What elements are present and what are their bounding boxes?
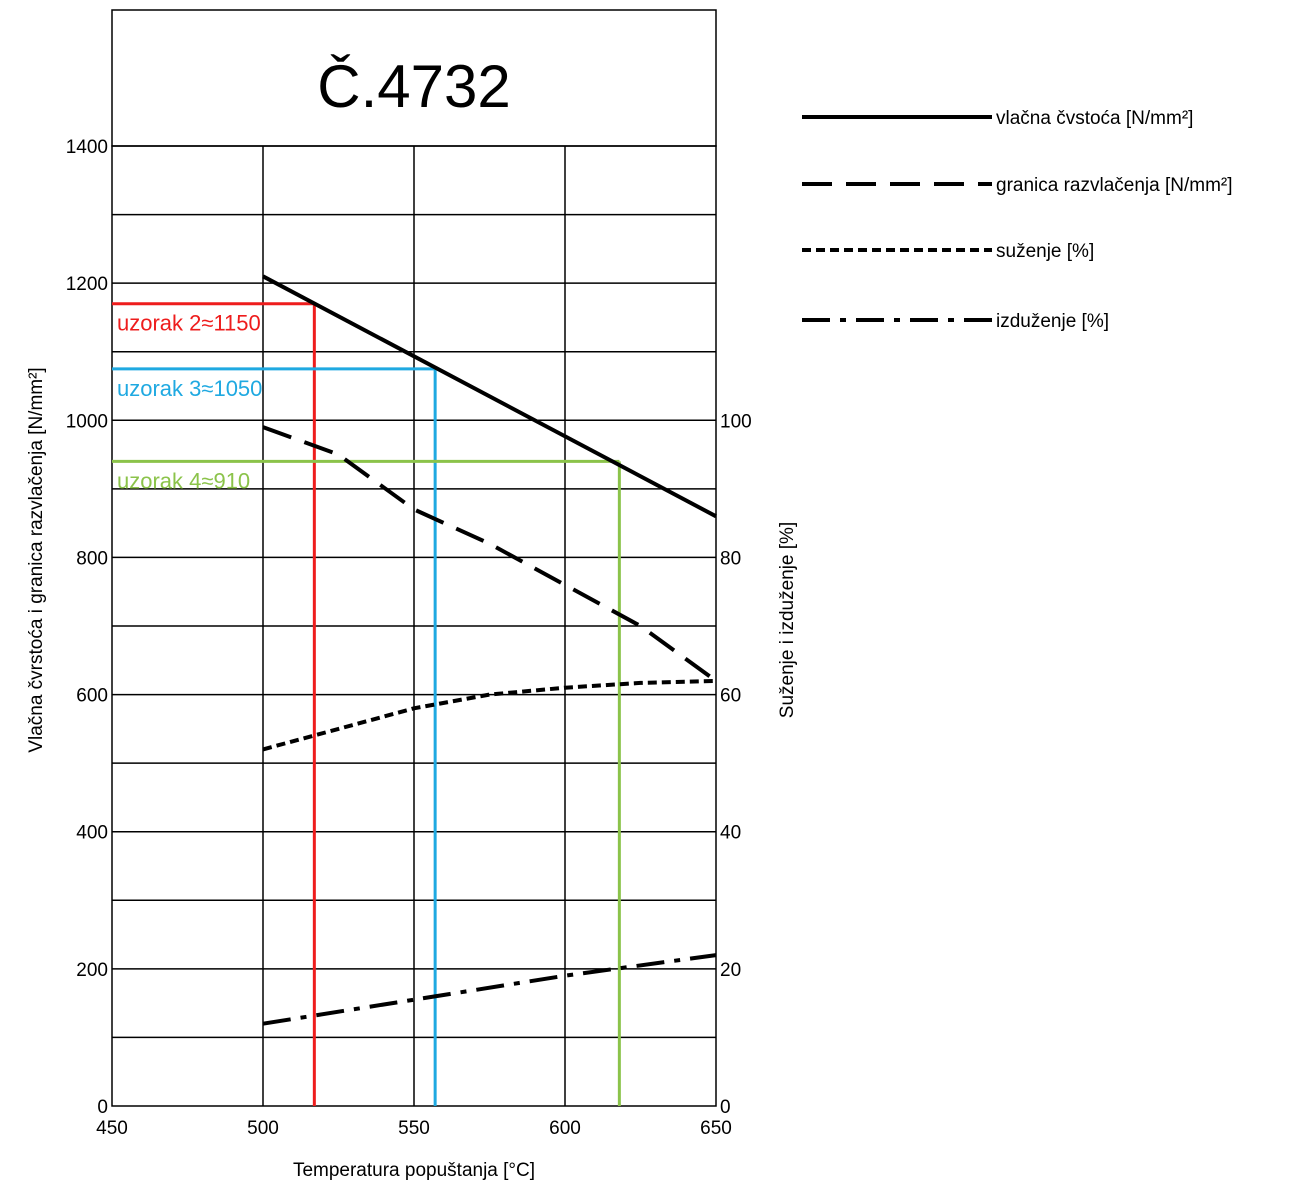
y-tick-label: 800 xyxy=(76,548,108,569)
y2-tick-label: 80 xyxy=(720,548,741,569)
x-tick-label: 550 xyxy=(398,1118,430,1139)
annotation-label: uzorak 3≈1050 xyxy=(117,376,262,401)
series-lines xyxy=(262,274,718,1026)
annotation-label: uzorak 2≈1150 xyxy=(117,311,261,336)
x-tick-label: 650 xyxy=(700,1118,732,1139)
series-line-dashdot xyxy=(262,953,717,1026)
series-line-dotted xyxy=(262,678,717,752)
grid xyxy=(112,146,716,1106)
annotation-label: uzorak 4≈910 xyxy=(117,468,250,493)
y2-axis-label: Suženje i izduženje [%] xyxy=(777,522,798,718)
y-tick-label: 200 xyxy=(76,960,108,981)
series-line-solid xyxy=(262,274,717,519)
y-axis-label: Vlačna čvrstoća i granica razvlačenja [N… xyxy=(26,367,47,752)
y-tick-label: 1400 xyxy=(66,137,108,158)
legend: vlačna čvstoća [N/mm²] granica razvlačenj… xyxy=(802,108,1233,332)
y2-tick-label: 20 xyxy=(720,960,741,981)
legend-label: granica razvlačenja [N/mm²] xyxy=(996,175,1233,196)
y2-tick-labels: 0 20 40 60 80 100 xyxy=(720,411,752,1118)
chart-title: Č.4732 xyxy=(317,53,510,120)
x-tick-label: 500 xyxy=(247,1118,279,1139)
y2-tick-label: 100 xyxy=(720,411,752,432)
y-tick-label: 0 xyxy=(97,1097,108,1118)
y-tick-label: 1000 xyxy=(66,411,108,432)
y-tick-label: 600 xyxy=(76,686,108,707)
y2-tick-label: 0 xyxy=(720,1097,731,1118)
x-axis-label: Temperatura popuštanja [°C] xyxy=(293,1160,535,1181)
sample-annotations: uzorak 2≈1150 uzorak 3≈1050 uzorak 4≈910 xyxy=(112,302,621,1106)
y-tick-labels: 0 200 400 600 800 1000 1200 1400 xyxy=(66,137,108,1118)
y-tick-label: 1200 xyxy=(66,274,108,295)
y2-tick-label: 60 xyxy=(720,686,741,707)
x-tick-label: 450 xyxy=(96,1118,128,1139)
y-tick-label: 400 xyxy=(76,823,108,844)
series-line-dashed xyxy=(262,425,718,683)
x-tick-label: 600 xyxy=(549,1118,581,1139)
x-tick-labels: 450 500 550 600 650 xyxy=(96,1118,732,1139)
legend-label: suženje [%] xyxy=(996,241,1094,262)
legend-label: izduženje [%] xyxy=(996,311,1109,332)
y2-tick-label: 40 xyxy=(720,823,741,844)
legend-label: vlačna čvstoća [N/mm²] xyxy=(996,108,1193,129)
